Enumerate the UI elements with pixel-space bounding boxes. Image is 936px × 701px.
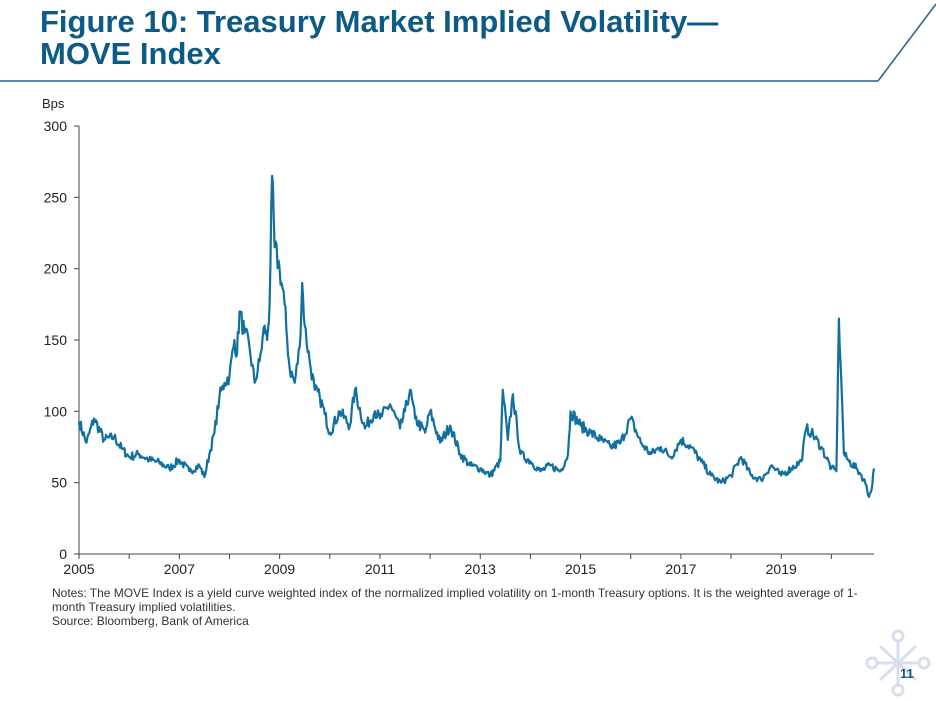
x-tick-label: 2013 (465, 561, 496, 577)
y-tick-label: 50 (51, 475, 67, 491)
y-tick-label: 100 (44, 403, 68, 419)
company-logo-icon (865, 629, 931, 697)
x-tick-label: 2005 (63, 561, 94, 577)
y-tick-label: 250 (44, 189, 68, 205)
chart-notes: Notes: The MOVE Index is a yield curve w… (52, 586, 872, 628)
x-tick-label: 2015 (565, 561, 596, 577)
tick-labels: 0 50 100 150 200 250 300 2005 2007 2009 2011 2013 20… (44, 118, 797, 577)
title-line-1: Figure 10: Treasury Market Implied Volat… (40, 4, 719, 39)
y-tick-label: 300 (44, 118, 68, 134)
title-line-2: MOVE Index (40, 36, 221, 71)
notes-text: Notes: The MOVE Index is a yield curve w… (52, 586, 858, 614)
y-tick-label: 0 (59, 546, 67, 562)
y-tick-label: 200 (44, 261, 68, 277)
x-tick-label: 2011 (365, 561, 395, 577)
slide-title: Figure 10: Treasury Market Implied Volat… (40, 6, 820, 70)
move-index-chart: Bps 0 50 100 150 200 250 300 2005 2007 2009 2011 20… (42, 96, 876, 577)
y-axis-unit-label: Bps (42, 96, 65, 111)
axes (74, 125, 874, 559)
source-text: Source: Bloomberg, Bank of America (52, 614, 249, 628)
x-tick-label: 2017 (665, 561, 696, 577)
x-tick-label: 2007 (164, 561, 195, 577)
x-tick-label: 2019 (766, 561, 797, 577)
move-index-series-line (77, 174, 876, 498)
x-tick-label: 2009 (264, 561, 295, 577)
header-rule (0, 3, 936, 82)
page-number: 11 (900, 666, 914, 681)
y-tick-label: 150 (44, 332, 68, 348)
